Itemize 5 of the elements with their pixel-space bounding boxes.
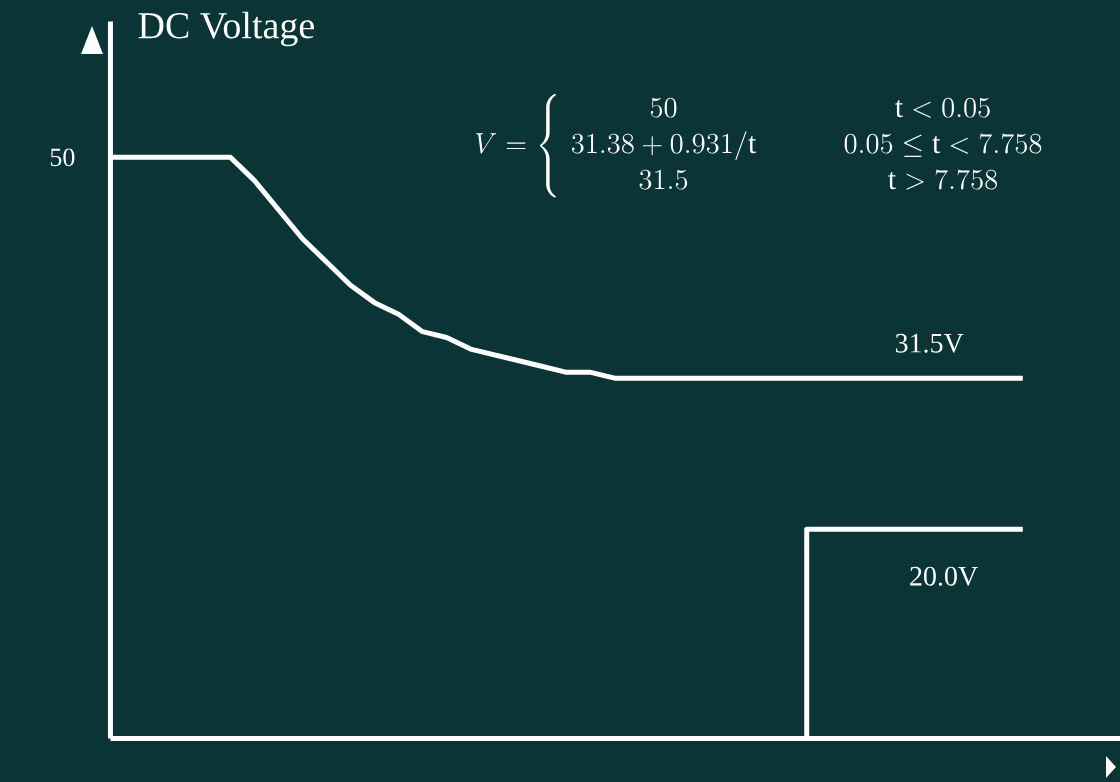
text: 50 — [50, 148, 75, 167]
annotation: $V=\left\{\begin{array}{c}50\\ 31.38+0.931/\mathrm{t}\\ 31.5\end{array}\right.\qquad\begin{array}{c}\mathrm{t}<0.05\\ 0.05\leq \mathrm{t}<7.758\\ \mathrm{t}>7.758\end{array}$ — [476, 93, 1042, 198]
y-axis-title: DC Voltage — [138, 11, 314, 47]
annotation: 31.5V — [895, 333, 964, 353]
annotation: 20.0V — [910, 566, 978, 586]
